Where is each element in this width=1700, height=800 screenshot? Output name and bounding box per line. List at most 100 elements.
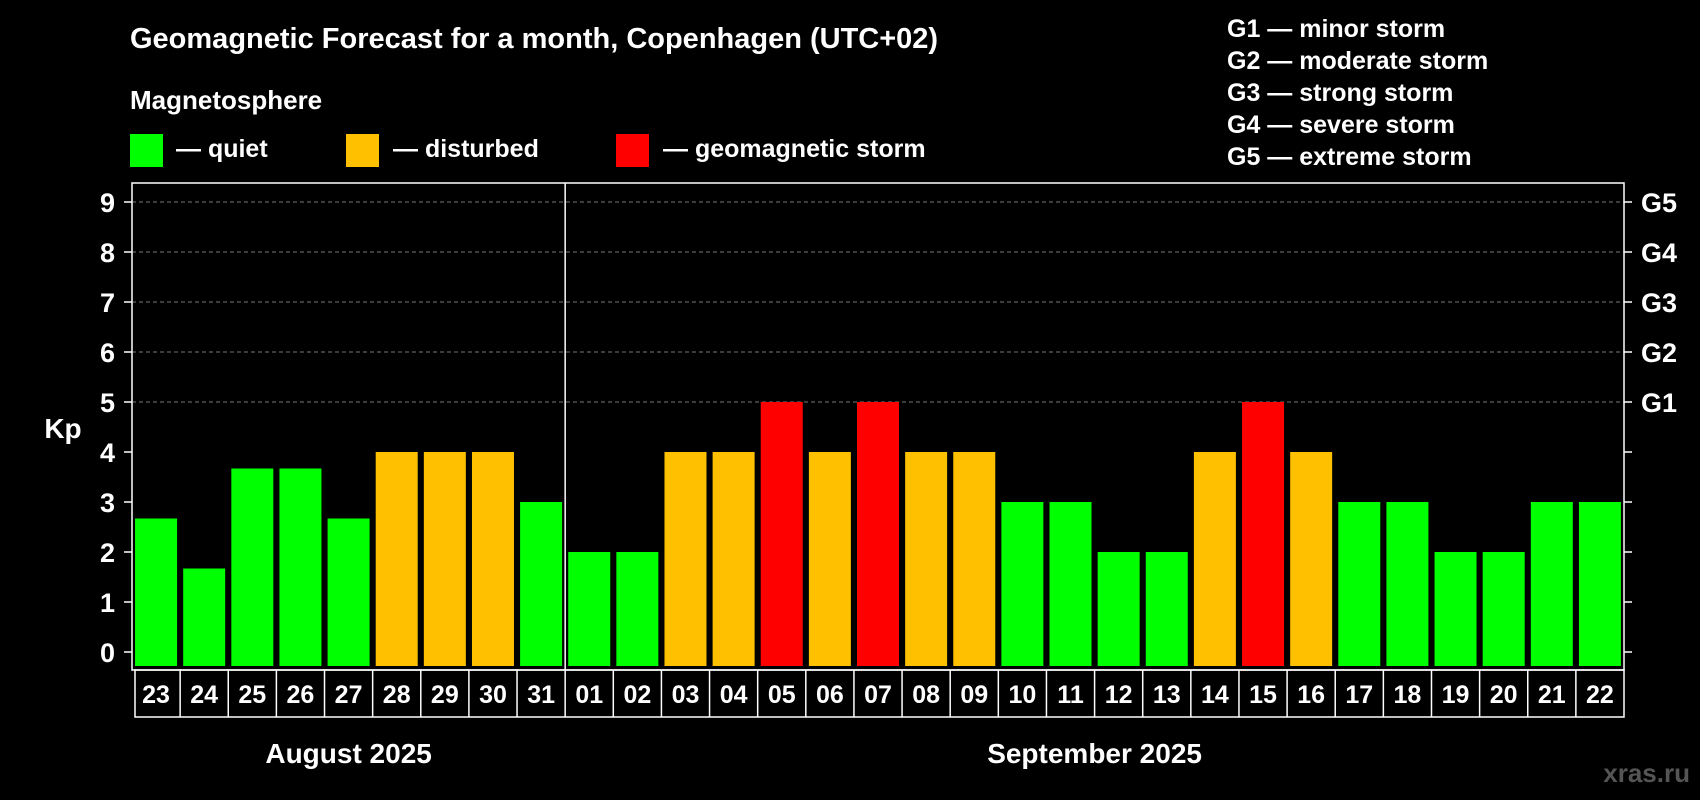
day-label-06: 06 (816, 681, 844, 709)
bar-day-06 (808, 452, 851, 666)
bar-day-07 (857, 402, 899, 666)
y-tick-label: 8 (100, 238, 115, 268)
legend-label-quiet: — quiet (176, 135, 268, 163)
bar-day-31 (520, 502, 563, 666)
axes: 0 1 2 3 4 5 6 7 8 9 G1 G2 G3 G4 G5 (100, 182, 1677, 671)
status-legend: — quiet — disturbed — geomagnetic storm (130, 134, 926, 167)
bar-day-24 (183, 568, 226, 666)
right-axis-label-g5: G5 (1641, 188, 1677, 218)
day-labels: 23 24 25 26 27 28 29 30 31 01 02 03 04 05 06 07 08 09 10 11… (134, 669, 1625, 718)
day-label-27: 27 (335, 681, 363, 709)
right-axis-label-g4: G4 (1641, 238, 1677, 268)
day-label-02: 02 (623, 681, 651, 709)
legend-label-storm: — geomagnetic storm (663, 135, 926, 163)
y-axis-label: Kp (44, 413, 81, 444)
legend-swatch-quiet (130, 134, 163, 167)
day-label-21: 21 (1538, 681, 1566, 709)
bar-day-02 (616, 552, 659, 666)
y-tick-label: 7 (100, 288, 115, 318)
day-label-19: 19 (1442, 681, 1470, 709)
y-tick-label: 3 (100, 488, 115, 518)
bar-day-14 (1193, 452, 1236, 666)
bar-day-10 (1001, 502, 1044, 666)
bar-day-09 (953, 452, 996, 666)
day-label-10: 10 (1008, 681, 1036, 709)
day-label-18: 18 (1394, 681, 1422, 709)
bar-day-01 (568, 552, 611, 666)
bar-day-28 (375, 452, 418, 666)
legend-swatch-storm (616, 134, 649, 167)
day-label-29: 29 (431, 681, 459, 709)
day-label-26: 26 (287, 681, 315, 709)
bar-day-18 (1386, 502, 1429, 666)
right-axis-label-g2: G2 (1641, 338, 1677, 368)
bar-day-23 (135, 518, 178, 666)
y-tick-label: 6 (100, 338, 115, 368)
day-label-31: 31 (527, 681, 555, 709)
storm-scale-g1: G1 — minor storm (1227, 15, 1445, 43)
y-tick-label: 5 (100, 388, 115, 418)
day-label-15: 15 (1249, 681, 1277, 709)
storm-scale-g4: G4 — severe storm (1227, 111, 1455, 139)
month-label-august: August 2025 (265, 738, 432, 769)
day-label-22: 22 (1586, 681, 1614, 709)
bar-day-17 (1338, 502, 1381, 666)
bars (135, 402, 1621, 666)
day-label-14: 14 (1201, 681, 1229, 709)
day-label-01: 01 (575, 681, 603, 709)
day-label-30: 30 (479, 681, 507, 709)
bar-day-05 (760, 402, 803, 666)
storm-scale-legend: G1 — minor storm G2 — moderate storm G3 … (1227, 15, 1488, 171)
bar-day-04 (712, 452, 755, 666)
y-tick-label: 4 (100, 438, 115, 468)
day-label-08: 08 (912, 681, 940, 709)
bar-day-19 (1434, 552, 1477, 666)
day-label-11: 11 (1057, 681, 1084, 709)
bar-day-21 (1530, 502, 1573, 666)
bar-day-20 (1482, 552, 1525, 666)
gridlines (132, 201, 1624, 403)
site-credit: xras.ru (1603, 758, 1690, 788)
day-label-13: 13 (1153, 681, 1181, 709)
day-label-05: 05 (768, 681, 796, 709)
right-axis-label-g1: G1 (1641, 388, 1677, 418)
right-axis-label-g3: G3 (1641, 288, 1677, 318)
bar-day-13 (1145, 552, 1188, 666)
day-label-16: 16 (1297, 681, 1325, 709)
day-label-03: 03 (672, 681, 700, 709)
bar-day-11 (1049, 502, 1092, 666)
day-label-24: 24 (190, 681, 218, 709)
bar-day-08 (905, 452, 948, 666)
chart-title: Geomagnetic Forecast for a month, Copenh… (130, 23, 938, 55)
bar-day-22 (1578, 502, 1621, 666)
day-label-20: 20 (1490, 681, 1518, 709)
day-label-09: 09 (960, 681, 988, 709)
y-tick-label: 2 (100, 538, 115, 568)
bar-day-25 (231, 468, 274, 666)
day-label-04: 04 (720, 681, 748, 709)
storm-scale-g3: G3 — strong storm (1227, 79, 1453, 107)
bar-day-16 (1290, 452, 1333, 666)
bar-day-27 (327, 518, 370, 666)
day-label-frame (134, 669, 1625, 718)
bar-day-15 (1242, 402, 1285, 666)
magnetosphere-label: Magnetosphere (130, 85, 322, 115)
legend-label-disturbed: — disturbed (393, 135, 539, 163)
bar-day-29 (423, 452, 466, 666)
storm-scale-g2: G2 — moderate storm (1227, 47, 1488, 75)
y-tick-label: 0 (100, 638, 115, 668)
y-tick-label: 9 (100, 188, 115, 218)
day-label-12: 12 (1105, 681, 1133, 709)
bar-day-03 (664, 452, 707, 666)
bar-day-26 (279, 468, 322, 666)
y-tick-label: 1 (100, 588, 115, 618)
storm-scale-g5: G5 — extreme storm (1227, 143, 1472, 171)
bar-day-12 (1097, 552, 1140, 666)
day-label-23: 23 (142, 681, 170, 709)
month-label-september: September 2025 (987, 738, 1202, 769)
day-label-25: 25 (238, 681, 266, 709)
day-label-28: 28 (383, 681, 411, 709)
legend-swatch-disturbed (346, 134, 379, 167)
